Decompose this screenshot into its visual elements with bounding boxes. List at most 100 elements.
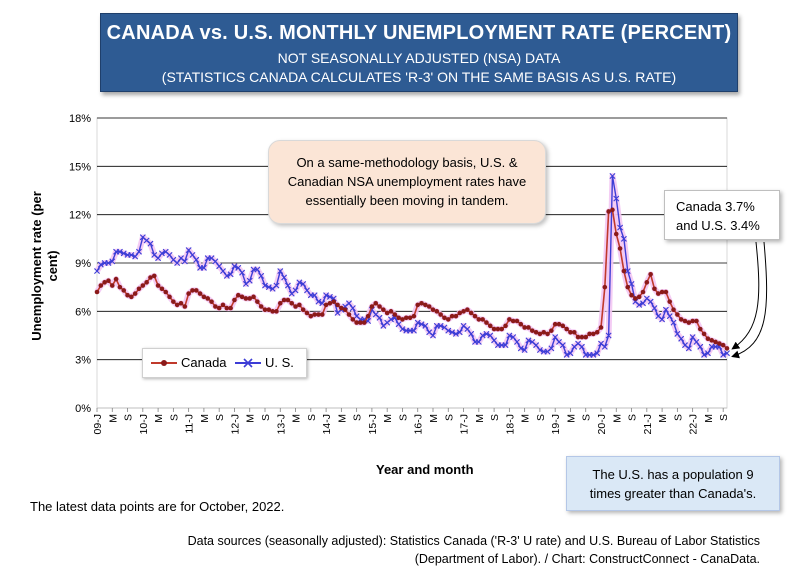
- legend-us-marker: [243, 358, 253, 368]
- canada-point: [140, 283, 146, 288]
- canada-point: [529, 328, 535, 333]
- us-point: [136, 248, 142, 255]
- canada-point: [461, 309, 466, 314]
- canada-point: [312, 312, 317, 317]
- us-point: [659, 316, 666, 323]
- canada-point: [640, 289, 646, 295]
- us-point: [693, 338, 700, 345]
- canada-point: [151, 273, 157, 279]
- canada-point: [117, 284, 123, 290]
- us-point: [636, 301, 643, 308]
- canada-point: [125, 292, 130, 298]
- x-tick-label: M: [703, 414, 715, 423]
- us-point: [620, 235, 627, 242]
- us-point: [452, 330, 459, 337]
- x-tick-label: S: [260, 414, 272, 421]
- canada-point: [392, 312, 398, 317]
- us-point: [533, 342, 540, 349]
- canada-point: [518, 321, 524, 327]
- x-tick-label: 14-J: [321, 414, 333, 434]
- canada-point: [98, 283, 104, 288]
- canada-point: [354, 320, 359, 325]
- us-point: [262, 282, 268, 289]
- x-tick-label: 17-J: [459, 414, 471, 434]
- x-tick-label: M: [657, 414, 669, 423]
- us-point: [349, 305, 356, 312]
- canada-point: [365, 313, 371, 319]
- x-tick-label: M: [611, 414, 623, 423]
- canada-point: [361, 320, 367, 325]
- us-point: [590, 351, 597, 358]
- x-tick-label: S: [168, 414, 180, 421]
- canada-point: [274, 309, 279, 314]
- canada-point: [472, 313, 478, 319]
- canada-point: [388, 309, 394, 314]
- x-tick-label: S: [214, 414, 226, 421]
- canada-point: [457, 310, 463, 316]
- us-point: [559, 342, 566, 349]
- canada-point: [667, 299, 673, 304]
- canada-point: [491, 326, 497, 332]
- canada-point: [644, 280, 650, 285]
- x-tick-label: 20-J: [596, 414, 608, 434]
- us-point: [395, 321, 402, 328]
- canada-point: [564, 326, 569, 332]
- canada-point: [652, 286, 657, 292]
- canada-point: [121, 288, 127, 293]
- legend-us-label: U. S.: [265, 355, 294, 370]
- canada-point: [503, 323, 508, 329]
- us-point: [166, 251, 173, 258]
- canada-point: [697, 326, 703, 332]
- us-point: [235, 264, 242, 271]
- us-point: [109, 258, 116, 265]
- series-group: [94, 173, 730, 358]
- us-point: [376, 314, 383, 321]
- us-point: [430, 332, 436, 339]
- us-point: [487, 332, 494, 339]
- canada-point: [606, 209, 611, 214]
- arrow-us: [731, 241, 768, 359]
- canada-point: [545, 331, 550, 337]
- us-point: [701, 351, 708, 358]
- canada-point: [396, 315, 401, 321]
- us-point: [158, 250, 165, 257]
- x-tick-label: M: [520, 414, 532, 423]
- canada-point: [621, 268, 627, 274]
- us-point: [506, 332, 513, 339]
- y-tick-label: 12%: [69, 210, 91, 222]
- us-point: [628, 280, 635, 287]
- canada-point: [556, 321, 562, 327]
- us-point: [94, 268, 100, 275]
- canada-point: [319, 312, 325, 317]
- us-point: [624, 268, 631, 275]
- canada-point: [339, 305, 344, 311]
- canada-point: [487, 323, 493, 329]
- x-tick-label: 15-J: [367, 414, 379, 434]
- us-point: [479, 332, 486, 339]
- canada-point: [449, 313, 455, 319]
- canada-point: [598, 325, 604, 330]
- us-series-line: [96, 175, 728, 356]
- us-point: [510, 334, 517, 341]
- x-tick-label: S: [627, 414, 639, 421]
- us-point: [456, 329, 463, 336]
- us-point: [223, 272, 230, 279]
- canada-point: [277, 300, 283, 306]
- us-point: [647, 298, 654, 305]
- canada-point: [213, 304, 218, 309]
- canada-point: [373, 300, 379, 306]
- us-point: [640, 300, 646, 307]
- us-point: [181, 258, 188, 265]
- canada-point: [369, 304, 375, 309]
- canada-point: [258, 304, 264, 309]
- arrow-canada: [731, 241, 760, 350]
- y-tick-label: 9%: [75, 258, 91, 270]
- x-tick-label: 16-J: [413, 414, 425, 434]
- us-point: [678, 335, 685, 342]
- canada-point: [633, 296, 638, 301]
- canada-point: [407, 315, 413, 321]
- us-point: [388, 316, 394, 323]
- callout-latest-line-2: and U.S. 3.4%: [676, 218, 760, 233]
- canada-point: [201, 294, 207, 300]
- us-point: [724, 350, 730, 357]
